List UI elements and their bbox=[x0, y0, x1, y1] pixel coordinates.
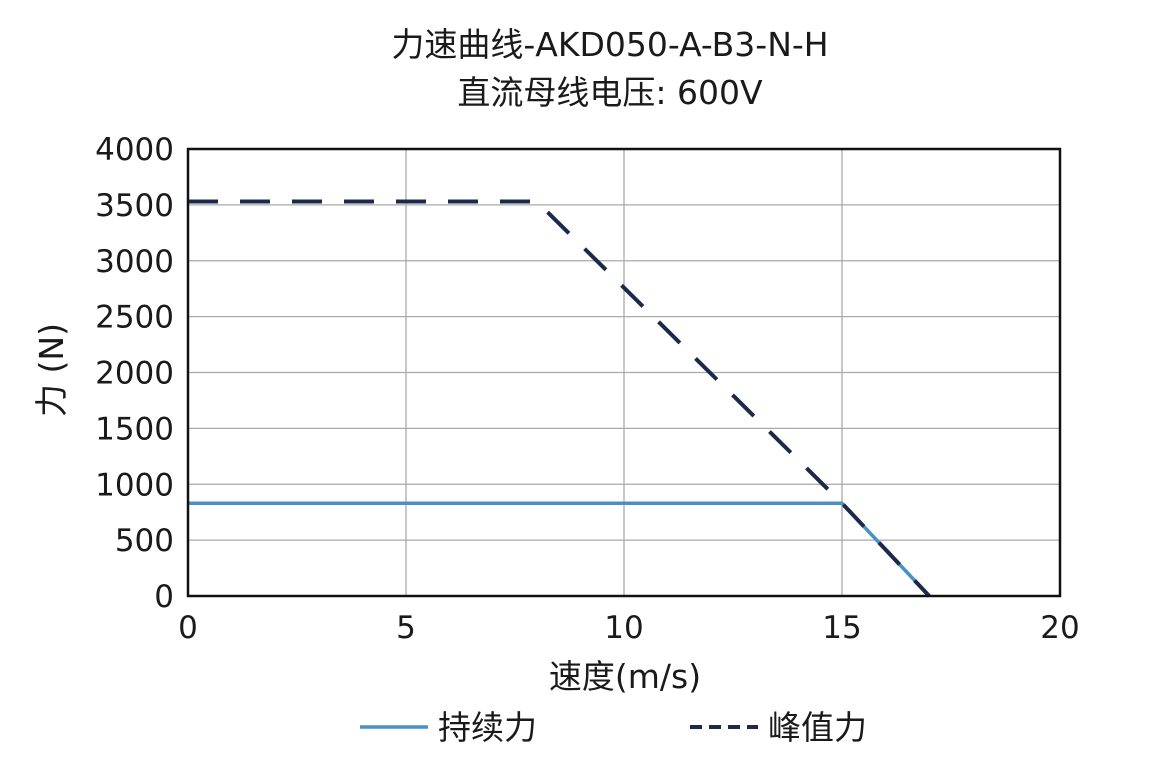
y-tick-label: 2500 bbox=[95, 300, 174, 336]
x-tick-label: 5 bbox=[396, 610, 416, 646]
grid bbox=[187, 148, 1061, 597]
y-tick-labels: 0 500 1000 1500 2000 2500 3000 3500 4000 bbox=[95, 132, 174, 615]
peak-force-line bbox=[188, 199, 931, 598]
x-tick-label: 10 bbox=[604, 610, 643, 646]
chart-subtitle: 直流母线电压: 600V bbox=[457, 73, 763, 112]
y-tick-label: 4000 bbox=[95, 132, 174, 168]
chart-title: 力速曲线-AKD050-A-B3-N-H bbox=[391, 25, 828, 64]
plot-frame bbox=[186, 147, 1062, 598]
series-lines bbox=[188, 199, 931, 598]
x-axis-label: 速度(m/s) bbox=[549, 657, 701, 696]
y-tick-label: 3000 bbox=[95, 244, 174, 280]
x-tick-label: 15 bbox=[822, 610, 861, 646]
y-tick-label: 2000 bbox=[95, 356, 174, 392]
y-axis-label: 力 (N) bbox=[32, 323, 71, 417]
x-tick-label: 0 bbox=[178, 610, 198, 646]
y-tick-label: 0 bbox=[154, 579, 174, 615]
legend-label: 持续力 bbox=[438, 708, 537, 747]
legend-label: 峰值力 bbox=[768, 708, 867, 747]
y-tick-label: 1500 bbox=[95, 411, 174, 447]
y-tick-label: 1000 bbox=[95, 467, 174, 503]
y-tick-label: 500 bbox=[115, 523, 174, 559]
legend: 持续力 峰值力 bbox=[360, 708, 867, 747]
x-tick-labels: 0 5 10 15 20 bbox=[178, 610, 1080, 646]
y-tick-label: 3500 bbox=[95, 188, 174, 224]
continuous-force-line bbox=[188, 501, 931, 598]
x-tick-label: 20 bbox=[1040, 610, 1079, 646]
